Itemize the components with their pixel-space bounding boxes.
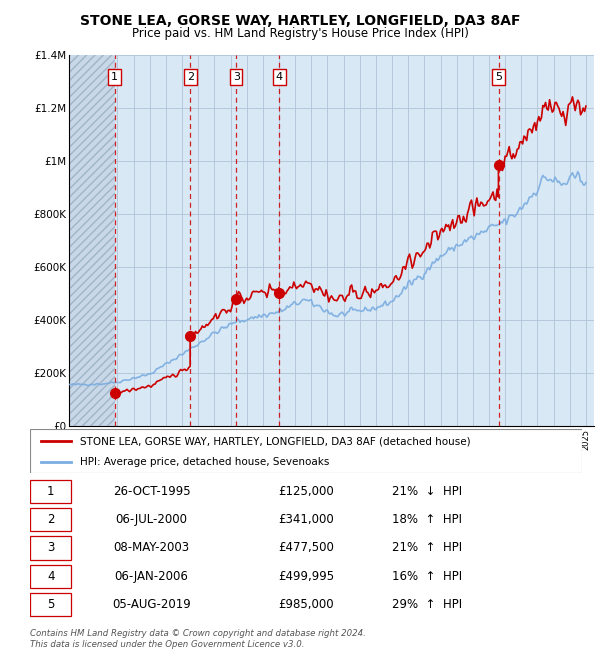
Text: HPI: Average price, detached house, Sevenoaks: HPI: Average price, detached house, Seve…: [80, 457, 329, 467]
Text: £125,000: £125,000: [278, 485, 334, 498]
Bar: [69, 55, 115, 426]
Text: £477,500: £477,500: [278, 541, 334, 554]
Text: Price paid vs. HM Land Registry's House Price Index (HPI): Price paid vs. HM Land Registry's House …: [131, 27, 469, 40]
Text: 16%  ↑  HPI: 16% ↑ HPI: [392, 570, 463, 583]
Text: 26-OCT-1995: 26-OCT-1995: [113, 485, 190, 498]
Text: STONE LEA, GORSE WAY, HARTLEY, LONGFIELD, DA3 8AF: STONE LEA, GORSE WAY, HARTLEY, LONGFIELD…: [80, 14, 520, 29]
Text: 4: 4: [47, 570, 55, 583]
Text: 21%  ↓  HPI: 21% ↓ HPI: [392, 485, 463, 498]
Text: 3: 3: [47, 541, 55, 554]
Text: 08-MAY-2003: 08-MAY-2003: [113, 541, 190, 554]
Text: 4: 4: [276, 72, 283, 82]
FancyBboxPatch shape: [30, 593, 71, 616]
Text: 5: 5: [47, 598, 55, 611]
Text: 29%  ↑  HPI: 29% ↑ HPI: [392, 598, 463, 611]
Text: 06-JAN-2006: 06-JAN-2006: [115, 570, 188, 583]
Text: 2: 2: [47, 513, 55, 526]
FancyBboxPatch shape: [30, 508, 71, 531]
Text: 06-JUL-2000: 06-JUL-2000: [115, 513, 187, 526]
Text: STONE LEA, GORSE WAY, HARTLEY, LONGFIELD, DA3 8AF (detached house): STONE LEA, GORSE WAY, HARTLEY, LONGFIELD…: [80, 436, 470, 447]
Text: 1: 1: [111, 72, 118, 82]
Text: Contains HM Land Registry data © Crown copyright and database right 2024.
This d: Contains HM Land Registry data © Crown c…: [30, 629, 366, 649]
Text: 05-AUG-2019: 05-AUG-2019: [112, 598, 191, 611]
Text: 5: 5: [495, 72, 502, 82]
FancyBboxPatch shape: [30, 565, 71, 588]
Text: 21%  ↑  HPI: 21% ↑ HPI: [392, 541, 463, 554]
Text: 3: 3: [233, 72, 239, 82]
Text: 1: 1: [47, 485, 55, 498]
Text: 18%  ↑  HPI: 18% ↑ HPI: [392, 513, 463, 526]
Text: £341,000: £341,000: [278, 513, 334, 526]
Text: £499,995: £499,995: [278, 570, 334, 583]
Text: £985,000: £985,000: [278, 598, 334, 611]
Text: 2: 2: [187, 72, 194, 82]
FancyBboxPatch shape: [30, 429, 582, 473]
FancyBboxPatch shape: [30, 536, 71, 560]
FancyBboxPatch shape: [30, 480, 71, 503]
